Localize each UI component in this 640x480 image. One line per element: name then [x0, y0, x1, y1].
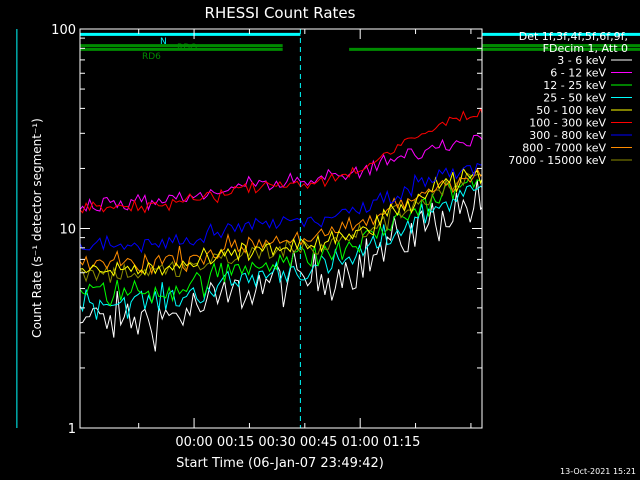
x-axis: 00:00 00:15 00:30 00:45 01:00 01:15 [138, 29, 472, 450]
chart-title: RHESSI Count Rates [205, 4, 356, 22]
legend-label: 25 - 50 keV [543, 92, 606, 105]
legend-label: 50 - 100 keV [536, 104, 606, 117]
series-line-12-25-kev [80, 175, 482, 307]
footer-timestamp: 13-Oct-2021 15:21 [560, 467, 636, 476]
legend-label: 3 - 6 keV [557, 54, 606, 67]
x-tick-label: 00:15 [217, 435, 254, 450]
series-line-25-50-kev [80, 184, 482, 320]
y-axis: 1 10 100 [51, 23, 482, 437]
legend-label: 6 - 12 keV [550, 67, 606, 80]
data-curves [80, 107, 482, 352]
legend-label: 7000 - 15000 keV [508, 154, 606, 167]
y-axis-label: Count Rate (s⁻¹ detector segment⁻¹) [30, 118, 44, 338]
flag-label-rd6: RD6 [142, 52, 161, 62]
x-tick-label: 00:30 [258, 435, 295, 450]
flag-label-n: N [160, 37, 167, 47]
x-tick-label: 00:45 [300, 435, 337, 450]
series-line-300-800-kev [80, 162, 482, 254]
legend-label: 300 - 800 keV [529, 129, 606, 142]
legend: Det 1f,3f,4f,5f,6f,9f,FDecim 1, Att 03 -… [508, 30, 632, 167]
legend-label: 12 - 25 keV [543, 79, 606, 92]
y-tick-label: 1 [68, 422, 76, 437]
legend-label: 800 - 7000 keV [522, 142, 606, 155]
legend-title-line: FDecim 1, Att 0 [543, 42, 628, 55]
plot-area: N RDO RD6 1 10 100 00:00 00:15 00:30 00:45 01:00 01… [16, 23, 640, 450]
series-line-6-12-kev [80, 134, 482, 212]
series-line-7000-15000-kev [80, 172, 482, 283]
x-tick-label: 00:00 [175, 435, 212, 450]
series-line-800-7000-kev [80, 167, 482, 276]
y-tick-label: 10 [59, 223, 76, 238]
series-line-50-100-kev [80, 167, 482, 277]
legend-label: 100 - 300 keV [529, 117, 606, 130]
series-line-100-300-kev [80, 107, 482, 214]
x-tick-label: 01:15 [383, 435, 420, 450]
legend-title-line: Det 1f,3f,4f,5f,6f,9f, [519, 30, 628, 43]
flag-label-rdo: RDO [177, 43, 197, 53]
x-tick-label: 01:00 [341, 435, 378, 450]
x-axis-label: Start Time (06-Jan-07 23:49:42) [176, 456, 384, 471]
y-tick-label: 100 [51, 23, 76, 38]
